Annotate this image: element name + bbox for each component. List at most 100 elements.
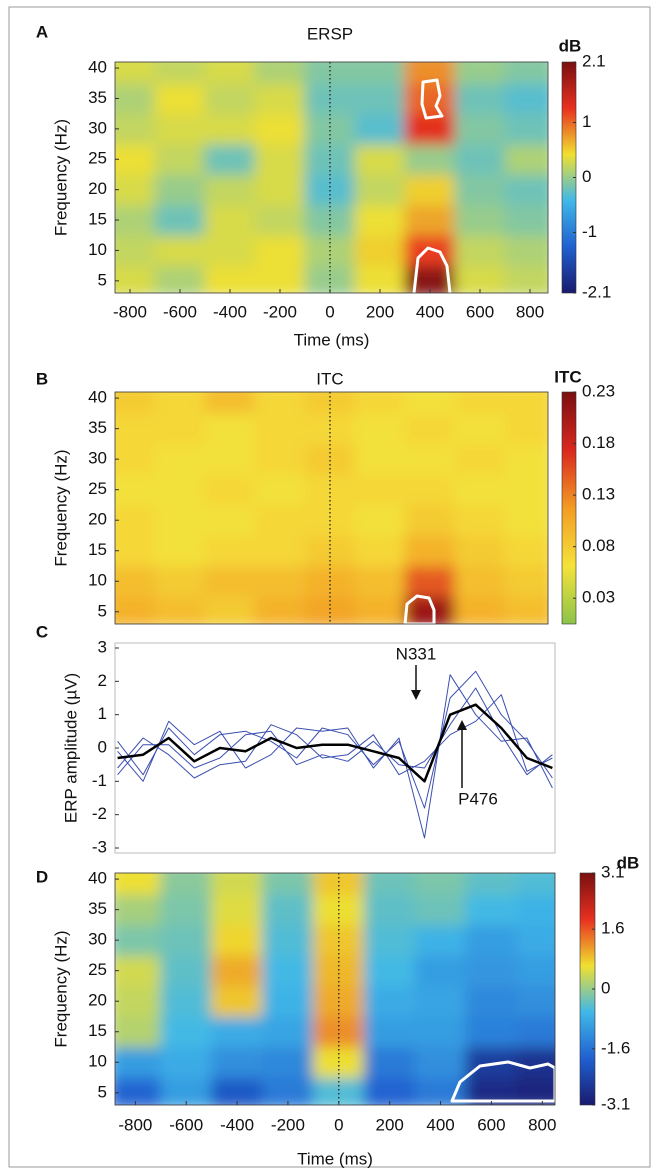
heatmap-cell	[454, 392, 506, 414]
heatmap-cell	[312, 873, 365, 895]
heatmap-cell	[404, 82, 456, 115]
heatmap-cell	[504, 113, 548, 145]
heatmap-cell	[354, 82, 406, 115]
colorbar-tick-label: 0	[601, 978, 610, 997]
y-tick-label: 40	[88, 869, 107, 888]
y-axis-label: Frequency (Hz)	[51, 119, 70, 236]
heatmap-cell	[354, 143, 406, 175]
heatmap-cell	[204, 565, 256, 598]
heatmap-cell	[115, 412, 156, 445]
heatmap-cell	[363, 954, 416, 987]
heatmap-cells	[115, 62, 548, 293]
heatmap-cell	[404, 534, 456, 567]
heatmap-cell	[454, 82, 506, 115]
heatmap-cell	[363, 893, 416, 926]
y-tick-label: 25	[88, 960, 107, 979]
panel: B ITC ITC 0.03 0.08 0.13 0.18 0.23 5 10 15 20 25 30 35…	[36, 367, 615, 625]
x-tick-label: -400	[213, 302, 247, 321]
y-tick-label: 5	[98, 601, 107, 620]
colorbar-tick-label: 1.6	[601, 919, 625, 938]
heatmap-cell	[354, 204, 406, 236]
heatmap-cell	[404, 392, 456, 414]
heatmap-cell	[454, 443, 506, 475]
erp-line	[117, 674, 553, 839]
heatmap-cell	[404, 143, 456, 175]
heatmap-cell	[404, 173, 456, 206]
heatmap-cell	[204, 473, 256, 506]
heatmap-cell	[160, 924, 213, 956]
heatmap-cell	[115, 173, 156, 206]
erp-line	[117, 670, 553, 809]
y-tick-label: 40	[88, 388, 107, 407]
heatmap-cell	[465, 924, 518, 956]
arrow-head	[411, 690, 421, 700]
panel: DdB -3.1 -1.6 0 1.6 3.1 5 10 15 20 25 30 35 40 -800 -60…	[36, 853, 639, 1168]
heatmap-cell	[254, 143, 306, 175]
x-axis-label: Time (ms)	[294, 330, 370, 349]
heatmap-cell	[211, 873, 264, 895]
arrow-head	[457, 720, 467, 730]
significance-contour	[420, 78, 444, 120]
x-axis-label: Time (ms)	[297, 1149, 373, 1168]
heatmap-cell	[254, 113, 306, 145]
x-tick-label: -800	[118, 1115, 152, 1134]
heatmap-cell	[354, 596, 406, 624]
y-tick-label: -2	[92, 804, 107, 823]
colorbar-tick-label: 1	[582, 112, 591, 131]
heatmap-cell	[354, 443, 406, 475]
x-tick-label: -600	[163, 302, 197, 321]
heatmap-cell	[254, 392, 306, 414]
heatmap-cell	[254, 173, 306, 206]
heatmap-cell	[115, 924, 162, 956]
heatmap-cell	[204, 113, 256, 145]
x-tick-label: -800	[113, 302, 147, 321]
heatmap-cell	[363, 873, 416, 895]
y-tick-label: 10	[88, 1052, 107, 1071]
heatmap-cell	[204, 534, 256, 567]
heatmap-cells	[115, 873, 555, 1105]
y-tick-label: 20	[88, 179, 107, 198]
heatmap-cell	[115, 62, 156, 84]
plot-frame	[114, 872, 556, 1106]
heatmap-cell	[354, 473, 406, 506]
heatmap-cell	[154, 596, 206, 624]
heatmap-cell	[254, 504, 306, 536]
panel-title: ITC	[316, 369, 343, 388]
heatmap-cell	[454, 173, 506, 206]
heatmap-cell	[262, 1077, 314, 1105]
y-tick-label: 25	[88, 149, 107, 168]
erp-line	[117, 687, 553, 776]
heatmap-cell	[465, 954, 518, 987]
heatmap-cell	[404, 62, 456, 84]
heatmap-cell	[204, 596, 256, 624]
heatmap-cell	[354, 265, 406, 293]
heatmap-cell	[262, 924, 314, 956]
colorbar-tick-label: 0	[582, 167, 591, 186]
heatmap-cell	[154, 443, 206, 475]
heatmap-cell	[363, 985, 416, 1017]
colorbar-tick-label: 0.23	[582, 381, 615, 400]
heatmap-cell	[504, 534, 548, 567]
heatmap-cell	[154, 62, 206, 84]
heatmap-cell	[154, 113, 206, 145]
heatmap-cell	[504, 173, 548, 206]
annotation: N331	[396, 644, 437, 663]
panel: C N331 P476 -3 -2 -1 0 1 2 3 ERP amplitude (µV)	[36, 622, 556, 856]
heatmap-cell	[115, 204, 156, 236]
heatmap-cell	[154, 173, 206, 206]
heatmap-cell	[154, 565, 206, 598]
heatmap-cell	[465, 985, 518, 1017]
panel-label: A	[36, 22, 48, 41]
x-tick-label: 400	[426, 1115, 454, 1134]
heatmap-cell	[354, 113, 406, 145]
y-tick-label: 2	[98, 671, 107, 690]
heatmap-cell	[211, 924, 264, 956]
colorbar-tick-label: 0.13	[582, 485, 615, 504]
heatmap-cell	[211, 1077, 264, 1105]
heatmap-cell	[404, 565, 456, 598]
heatmap-cell	[154, 234, 206, 267]
y-tick-label: 5	[98, 1082, 107, 1101]
heatmap-cell	[404, 504, 456, 536]
y-tick-label: 30	[88, 449, 107, 468]
heatmap-cell	[354, 504, 406, 536]
